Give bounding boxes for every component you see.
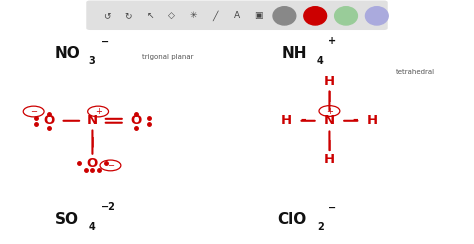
Text: −: − [328, 203, 337, 212]
Text: −: − [30, 107, 37, 116]
Text: H: H [366, 114, 378, 127]
Text: O: O [87, 157, 98, 170]
Text: +: + [328, 37, 337, 46]
Text: −: − [107, 161, 114, 170]
Text: ↖: ↖ [146, 11, 154, 20]
Text: +: + [95, 107, 101, 116]
FancyBboxPatch shape [86, 0, 388, 30]
Text: tetrahedral: tetrahedral [396, 69, 435, 75]
Text: |: | [328, 140, 331, 151]
Text: N: N [87, 114, 98, 127]
Text: O: O [130, 114, 142, 127]
Text: trigonal planar: trigonal planar [142, 54, 194, 60]
Text: ▣: ▣ [254, 11, 263, 20]
Text: –: – [353, 115, 358, 125]
Ellipse shape [273, 7, 296, 25]
Text: +: + [326, 107, 333, 115]
Text: |: | [328, 91, 331, 102]
Text: H: H [281, 114, 292, 127]
Text: –: – [301, 115, 306, 125]
Text: ClO: ClO [277, 212, 307, 227]
Text: |: | [92, 137, 95, 147]
Text: ↻: ↻ [125, 11, 132, 20]
Text: −: − [101, 37, 109, 46]
Text: −2: −2 [101, 203, 116, 212]
Text: NO: NO [55, 46, 80, 61]
Text: 2: 2 [318, 222, 324, 232]
Text: SO: SO [55, 212, 79, 227]
Text: ◇: ◇ [168, 11, 175, 20]
Ellipse shape [365, 7, 388, 25]
Text: H: H [324, 153, 335, 166]
Text: ╱: ╱ [212, 10, 218, 21]
Text: 3: 3 [89, 56, 95, 66]
Text: N: N [324, 114, 335, 127]
Text: NH: NH [282, 46, 308, 61]
Text: H: H [324, 75, 335, 88]
Text: 4: 4 [316, 56, 323, 66]
Text: ↺: ↺ [103, 11, 110, 20]
Text: O: O [43, 114, 55, 127]
Ellipse shape [335, 7, 357, 25]
Text: A: A [234, 11, 240, 20]
Text: ✳: ✳ [190, 11, 197, 20]
Ellipse shape [304, 7, 327, 25]
Text: 4: 4 [89, 222, 95, 232]
